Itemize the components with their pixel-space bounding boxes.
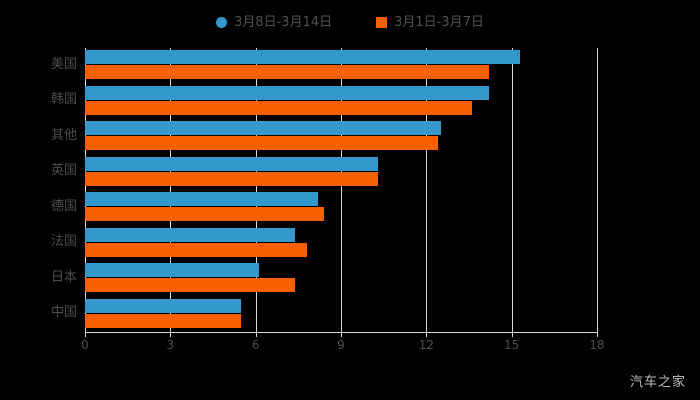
bar-group (85, 226, 597, 262)
x-axis-tick-label: 0 (81, 338, 89, 352)
x-axis-tick (170, 332, 172, 337)
y-axis-tick-label: 韩国 (50, 92, 77, 108)
bar[interactable] (85, 85, 489, 100)
chart-legend: 3月8日-3月14日 3月1日-3月7日 (0, 10, 700, 34)
bar[interactable] (85, 242, 307, 257)
square-marker-icon (376, 16, 388, 28)
bar-group (85, 190, 597, 226)
y-axis-tick-label: 法国 (50, 234, 77, 250)
x-axis-tick (511, 332, 513, 337)
bar-group (85, 297, 597, 333)
y-axis-tick-label: 其他 (50, 127, 77, 143)
x-axis-tick (85, 332, 86, 337)
bar[interactable] (85, 263, 259, 277)
x-axis-tick (341, 332, 342, 337)
bar[interactable] (85, 171, 378, 186)
legend-label-0: 3月8日-3月14日 (234, 14, 333, 30)
bar[interactable] (85, 121, 441, 135)
bar-group (85, 155, 597, 191)
legend-item-1[interactable]: 3月1日-3月7日 (376, 16, 484, 29)
bar-group (85, 84, 597, 120)
gridline (255, 48, 257, 332)
x-axis-tick (255, 332, 257, 337)
plot-area (85, 48, 598, 333)
bar[interactable] (85, 65, 489, 79)
bar[interactable] (85, 50, 521, 64)
x-axis-tick-label: 12 (418, 338, 434, 352)
y-axis-tick-label: 美国 (50, 56, 77, 72)
x-axis-tick-label: 6 (251, 338, 260, 352)
y-axis-tick-label: 英国 (50, 163, 77, 179)
x-axis-tick (597, 332, 598, 337)
circle-marker-icon (216, 16, 228, 28)
x-axis-tick (426, 332, 428, 337)
x-axis-tick-label: 9 (337, 338, 345, 352)
legend-item-0[interactable]: 3月8日-3月14日 (216, 16, 332, 29)
x-axis-tick-label: 15 (504, 338, 520, 352)
x-axis-tick-label: 3 (166, 338, 175, 352)
bar[interactable] (85, 313, 242, 328)
y-axis-tick-label: 中国 (50, 305, 77, 321)
y-axis-tick-label: 德国 (50, 198, 77, 214)
legend-label-1: 3月1日-3月7日 (394, 14, 484, 30)
bar[interactable] (85, 100, 472, 115)
watermark: 汽车之家 (629, 375, 686, 390)
bar-group (85, 119, 597, 155)
y-axis-tick-label: 日本 (50, 269, 77, 285)
gridline (511, 48, 513, 332)
x-axis-tick-label: 18 (589, 338, 605, 352)
bar-group (85, 261, 597, 297)
bar[interactable] (85, 278, 296, 292)
gridline (597, 48, 598, 332)
bar[interactable] (85, 298, 242, 313)
y-axis-labels: 美国韩国其他英国德国法国日本中国 (0, 48, 77, 332)
bar[interactable] (85, 227, 296, 242)
gridline (341, 48, 342, 332)
bar[interactable] (85, 192, 319, 206)
bar-group (85, 48, 597, 84)
bar[interactable] (85, 136, 438, 150)
gridline (85, 48, 86, 332)
bar[interactable] (85, 207, 324, 221)
gridline (426, 48, 428, 332)
bar[interactable] (85, 156, 378, 171)
gridline (170, 48, 172, 332)
